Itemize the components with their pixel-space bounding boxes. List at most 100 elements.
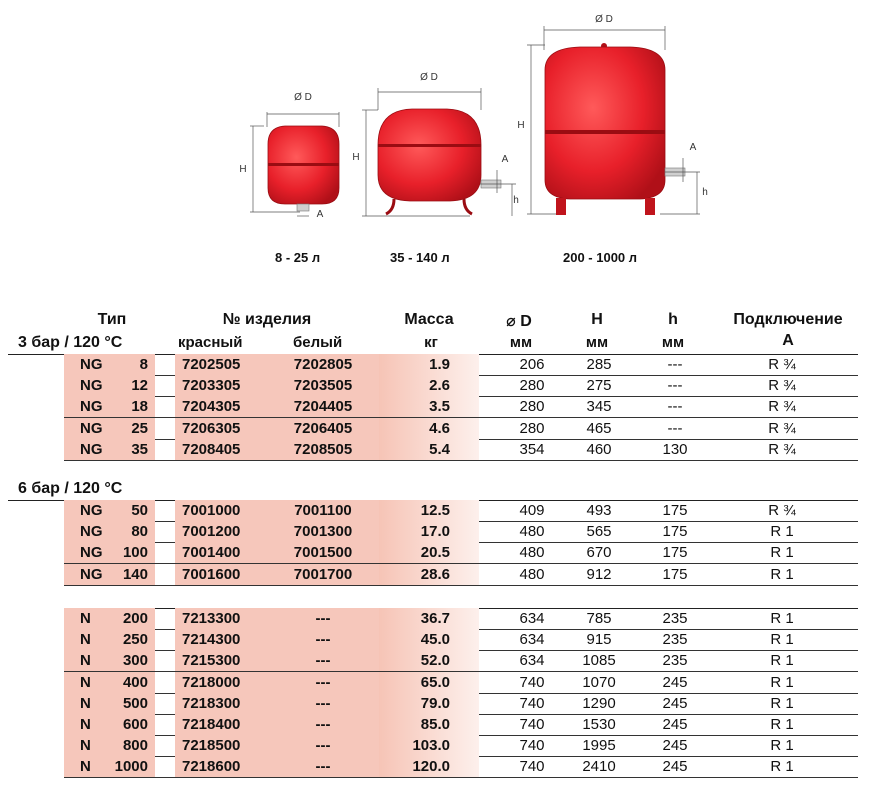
header-h-unit: мм [661, 334, 685, 351]
row-highlight [64, 396, 155, 418]
cell-type-series: NG [80, 440, 103, 458]
cell-type-size: 200 [122, 610, 148, 627]
cell-mass: 65.0 [420, 673, 450, 691]
header-diameter: ⌀ D [506, 313, 532, 330]
cell-connection: R 1 [770, 652, 794, 670]
caption-small: 8 - 25 л [275, 250, 321, 265]
cell-h: 175 [662, 523, 688, 541]
cell-part-red: 7203305 [182, 377, 241, 395]
row-highlight [64, 417, 155, 439]
cell-mass: 79.0 [420, 694, 450, 712]
cell-height: 1290 [582, 694, 616, 712]
cell-part-red: 7214300 [182, 631, 241, 649]
cell-type-series: NG [80, 419, 103, 437]
table-row: NG 18 7204305 7204405 3.5 280 345 --- R ¾ [64, 396, 858, 419]
cell-diameter: 634 [519, 652, 545, 670]
caption-medium: 35 - 140 л [390, 250, 450, 265]
cell-type-series: NG [80, 356, 103, 373]
row-highlight [175, 396, 381, 418]
cell-type-series: NG [80, 565, 103, 583]
row-highlight [175, 608, 381, 629]
cell-mass: 3.5 [429, 398, 450, 416]
cell-h: 245 [662, 673, 688, 691]
row-highlight [175, 650, 381, 672]
table-row: N 250 7214300 --- 45.0 634 915 235 R 1 [64, 629, 858, 652]
cell-type-series: N [80, 716, 91, 733]
cell-type-size: 250 [122, 631, 148, 649]
row-highlight [379, 500, 479, 521]
cell-connection: R ¾ [768, 440, 796, 458]
row-highlight [64, 756, 155, 778]
cell-type-size: 100 [122, 544, 148, 562]
table-row: N 300 7215300 --- 52.0 634 1085 235 R 1 [64, 650, 858, 673]
cell-part-red: 7218600 [182, 758, 241, 776]
cell-part-red: 7001000 [182, 502, 241, 519]
table-row: NG 80 7001200 7001300 17.0 480 565 175 R 1 [64, 521, 858, 544]
header-type: Тип [97, 311, 127, 328]
row-highlight [379, 438, 479, 460]
row-highlight [64, 563, 155, 585]
cell-mass: 12.5 [420, 502, 450, 519]
cell-part-white: --- [315, 737, 331, 755]
vessel-small: Ø D H A [239, 92, 340, 220]
row-highlight [379, 396, 479, 418]
cell-diameter: 354 [519, 440, 545, 458]
cell-height: 670 [586, 544, 612, 562]
cell-part-white: 7204405 [293, 398, 353, 416]
cell-height: 1085 [582, 652, 616, 670]
cell-part-white: 7208505 [293, 440, 353, 458]
vessel-medium-dim-hs: h [513, 195, 519, 206]
row-highlight [379, 671, 479, 693]
cell-part-white: --- [315, 694, 331, 712]
row-highlight [175, 735, 381, 757]
cell-connection: R ¾ [768, 502, 796, 519]
cell-mass: 5.4 [429, 440, 450, 458]
vessel-medium-dim-a: A [502, 154, 509, 165]
cell-diameter: 480 [519, 565, 545, 583]
cell-type-size: 25 [131, 419, 148, 437]
cell-height: 785 [586, 610, 612, 627]
row-highlight [64, 438, 155, 460]
row-highlight [64, 542, 155, 564]
cell-diameter: 740 [519, 694, 545, 712]
cell-height: 465 [586, 419, 612, 437]
table-row: N 400 7218000 --- 65.0 740 1070 245 R 1 [64, 671, 858, 694]
cell-height: 345 [586, 398, 612, 416]
cell-part-red: 7208405 [182, 440, 241, 458]
cell-h: 130 [662, 440, 688, 458]
cell-type-series: NG [80, 523, 103, 541]
cell-diameter: 740 [519, 716, 545, 733]
cell-connection: R 1 [770, 631, 794, 649]
vessel-medium: Ø D H A h [352, 72, 519, 217]
cell-type-size: 12 [131, 377, 148, 395]
cell-height: 565 [586, 523, 612, 541]
cell-part-red: 7218000 [182, 673, 241, 691]
cell-type-size: 50 [131, 502, 148, 519]
cell-mass: 2.6 [429, 377, 450, 395]
cell-type-size: 300 [122, 652, 148, 670]
cell-h: 175 [662, 565, 688, 583]
cell-diameter: 740 [519, 737, 545, 755]
row-highlight [379, 629, 479, 651]
row-highlight [175, 354, 381, 375]
table-row: NG 100 7001400 7001500 20.5 480 670 175 R 1 [64, 542, 858, 565]
cell-connection: R 1 [770, 716, 794, 733]
cell-height: 2410 [582, 758, 616, 776]
cell-part-red: 7218400 [182, 716, 241, 733]
cell-type-size: 1000 [114, 758, 148, 776]
cell-part-white: 7001700 [293, 565, 353, 583]
cell-height: 285 [586, 356, 612, 373]
cell-height: 912 [586, 565, 612, 583]
cell-type-series: N [80, 631, 91, 649]
row-highlight [175, 542, 381, 564]
cell-part-red: 7204305 [182, 398, 241, 416]
row-highlight [175, 756, 381, 778]
row-highlight [175, 714, 381, 735]
cell-height: 275 [586, 377, 612, 395]
cell-type-series: N [80, 737, 91, 755]
vessel-large-dim-h: H [517, 120, 524, 131]
row-highlight [379, 756, 479, 778]
cell-connection: R 1 [770, 544, 794, 562]
row-highlight [64, 714, 155, 735]
cell-part-white: 7202805 [293, 356, 353, 373]
